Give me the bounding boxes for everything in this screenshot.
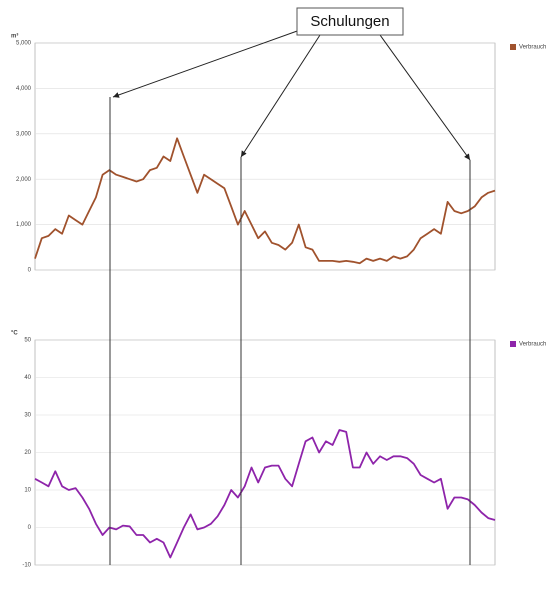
y-tick-label: 0 <box>28 268 32 274</box>
y-tick-label: 5,000 <box>16 41 32 47</box>
legend-swatch <box>510 341 516 347</box>
y-tick-label: 50 <box>24 338 31 344</box>
annotation-text: Schulungen <box>310 13 389 30</box>
legend-label: Verbrauch <box>519 45 546 51</box>
y-axis-label: °C <box>11 331 18 337</box>
y-tick-label: 4,000 <box>16 86 32 92</box>
y-tick-label: 2,000 <box>16 177 32 183</box>
y-tick-label: 30 <box>24 413 31 419</box>
y-axis-label: m³ <box>11 33 18 40</box>
legend-swatch <box>510 44 516 50</box>
y-tick-label: 20 <box>24 450 31 456</box>
series-line <box>34 137 496 265</box>
y-tick-label: 3,000 <box>16 131 32 137</box>
y-tick-label: -10 <box>22 563 31 569</box>
y-tick-label: 40 <box>24 375 31 381</box>
series-line <box>34 429 496 559</box>
plot-area <box>34 42 496 271</box>
y-tick-label: 0 <box>28 525 32 531</box>
legend-label: Verbrauch <box>519 342 546 348</box>
y-tick-label: 1,000 <box>16 222 32 228</box>
y-tick-label: 10 <box>24 488 31 494</box>
annotation: Schulungen <box>109 7 471 565</box>
